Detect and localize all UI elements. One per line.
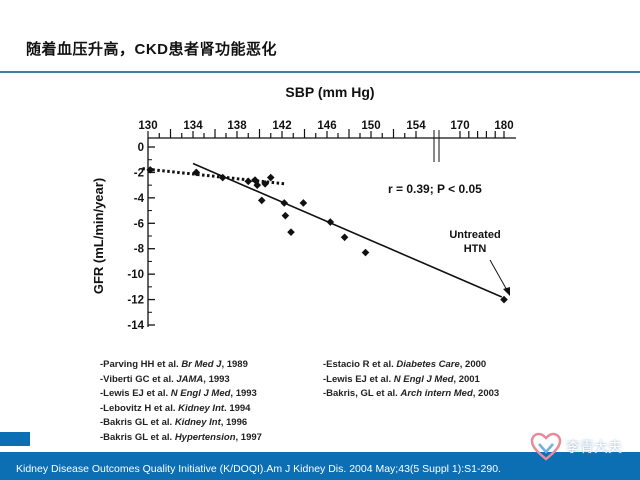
data-point xyxy=(266,173,275,182)
data-point xyxy=(326,218,335,226)
data-point xyxy=(340,233,349,242)
reference-item: -Lewis EJ et al. N Engl J Med, 1993 xyxy=(100,388,257,399)
footer-citation: Kidney Disease Outcomes Quality Initiati… xyxy=(16,463,501,475)
y-tick-label: -6 xyxy=(134,218,144,230)
regression-line xyxy=(192,162,503,298)
data-point xyxy=(146,166,155,174)
data-point xyxy=(280,199,289,207)
x-tick-label: 138 xyxy=(227,120,247,132)
data-point xyxy=(299,199,308,207)
data-point xyxy=(253,181,262,189)
footer-accent-strip xyxy=(0,432,30,446)
data-point xyxy=(192,168,201,177)
footer-bar xyxy=(0,452,640,480)
y-axis-label: GFR (mL/min/year) xyxy=(91,178,106,294)
title-divider xyxy=(0,71,640,73)
htn-label: HTN xyxy=(464,243,487,255)
heart-logo-icon xyxy=(530,432,562,461)
data-point xyxy=(257,196,266,205)
data-point xyxy=(244,177,253,186)
data-point xyxy=(500,295,508,304)
x-tick-label: 154 xyxy=(406,120,426,132)
data-point xyxy=(261,180,269,188)
reference-item: -Viberti GC et al. JAMA, 1993 xyxy=(100,373,230,385)
references-left: -Parving HH et al. Br Med J, 1989 -Viber… xyxy=(100,358,262,445)
slide-title: 随着血压升高，CKD患者肾功能恶化 xyxy=(26,41,277,58)
reference-item: -Estacio R et al. Diabetes Care, 2000 xyxy=(323,359,487,370)
y-tick-label: -8 xyxy=(134,244,145,256)
x-tick-label: 180 xyxy=(494,120,513,132)
y-tick-label: -14 xyxy=(127,320,144,332)
reference-item: -Lewis EJ et al. N Engl J Med, 2001 xyxy=(323,373,480,385)
untreated-arrow xyxy=(489,259,510,296)
y-tick-label: 0 xyxy=(138,142,144,154)
data-point xyxy=(287,228,295,236)
reference-item: -Bakris GL et al. Kidney Int, 1996 xyxy=(100,417,248,428)
data-point xyxy=(218,173,227,182)
correlation-annotation: r = 0.39; P < 0.05 xyxy=(388,182,482,196)
y-tick-label: -4 xyxy=(134,193,145,205)
untreated-label: Untreated xyxy=(449,229,500,241)
x-tick-label: 130 xyxy=(138,120,157,132)
y-tick-label: -12 xyxy=(127,295,144,307)
data-point xyxy=(251,176,259,184)
y-tick-label: -10 xyxy=(127,269,144,281)
gfr-sbp-scatter-chart: SBP (mm Hg) GFR (mL/min/year) r = 0.39; … xyxy=(91,84,516,332)
watermark-text: 李青大夫 xyxy=(566,439,622,455)
x-tick-label: 170 xyxy=(450,120,469,132)
reference-item: -Parving HH et al. Br Med J, 1989 xyxy=(100,359,248,370)
data-point xyxy=(361,248,370,257)
y-tick-label: -2 xyxy=(134,167,144,179)
x-tick-label: 142 xyxy=(272,120,291,132)
trend-line xyxy=(142,167,286,186)
watermark: 李青大夫 xyxy=(530,432,622,462)
x-axis-label: SBP (mm Hg) xyxy=(285,84,374,100)
data-point xyxy=(281,211,290,220)
x-tick-label: 134 xyxy=(183,120,203,132)
x-tick-label: 146 xyxy=(317,120,336,132)
reference-item: -Lebovitz H et al. Kidney Int. 1994 xyxy=(100,402,251,414)
reference-item: -Bakris GL et al. Hypertension, 1997 xyxy=(100,431,262,443)
references-right: -Estacio R et al. Diabetes Care, 2000 -L… xyxy=(323,358,499,402)
reference-item: -Bakris, GL et al. Arch intern Med, 2003 xyxy=(323,388,500,399)
x-tick-label: 150 xyxy=(361,120,380,132)
